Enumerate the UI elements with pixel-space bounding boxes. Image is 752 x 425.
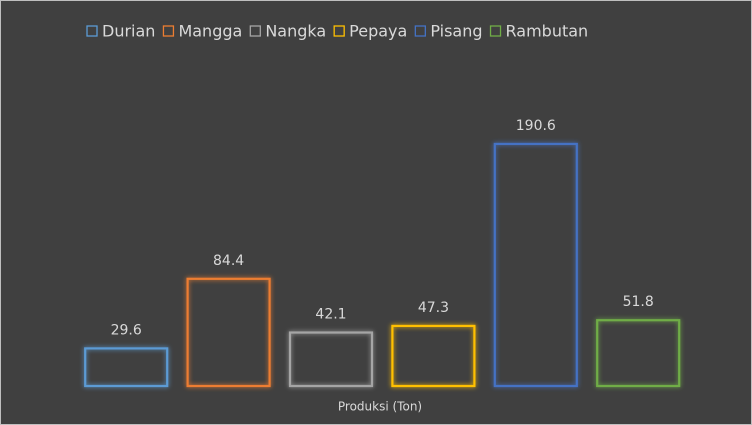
value-label: 29.6 <box>111 322 142 338</box>
bar <box>288 331 374 388</box>
value-label: 42.1 <box>315 307 346 323</box>
value-label: 84.4 <box>213 253 244 269</box>
legend-label: Pisang <box>430 22 482 41</box>
legend-label: Mangga <box>178 22 242 41</box>
legend-swatch <box>414 25 426 37</box>
legend-swatch <box>489 25 502 37</box>
legend-label: Durian <box>102 22 155 41</box>
legend-swatch <box>333 25 345 37</box>
bar <box>493 142 578 388</box>
value-label: 190.6 <box>516 118 556 134</box>
value-label: 47.3 <box>418 300 449 316</box>
legend-swatch <box>86 25 98 37</box>
bar <box>596 319 681 388</box>
legend-label: Pepaya <box>349 22 407 41</box>
bar <box>186 277 271 388</box>
bar <box>84 347 169 388</box>
x-axis-label: Produksi (Ton) <box>338 400 422 414</box>
legend-label: Nangka <box>265 22 326 41</box>
bar <box>391 324 476 388</box>
value-label: 51.8 <box>623 294 654 310</box>
legend-swatch <box>162 25 175 37</box>
legend-label: Rambutan <box>506 22 589 41</box>
legend-swatch <box>249 25 261 37</box>
